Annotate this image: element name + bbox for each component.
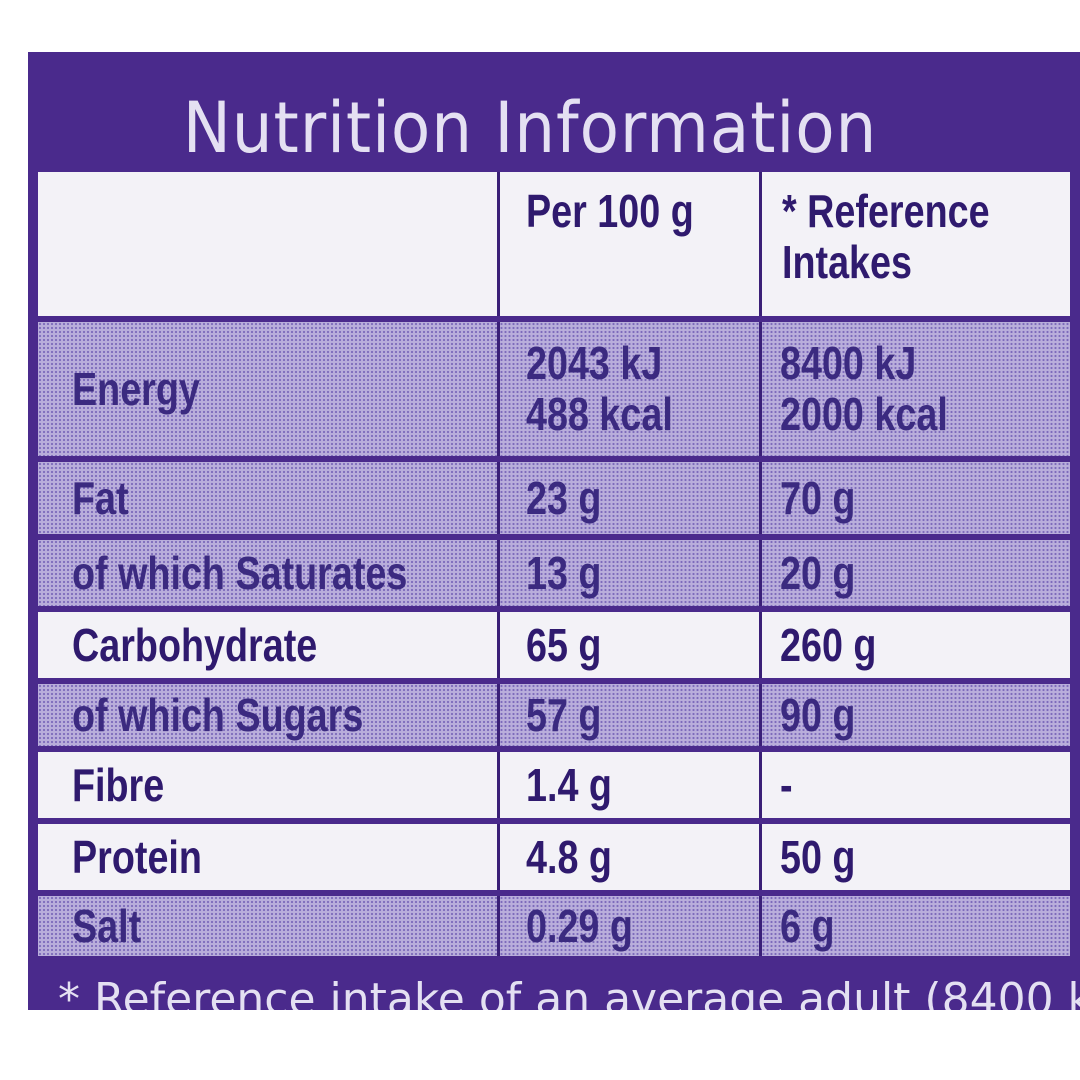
reference-footnote: * Reference intake of an average adult (… xyxy=(58,974,1080,1010)
row-per100-value: 2043 kJ 488 kcal xyxy=(496,316,760,459)
row-per100-value: 13 g xyxy=(496,534,760,609)
row-reference-value: 8400 kJ 2000 kcal xyxy=(758,316,1070,459)
table-row: Fat 23 g 70 g xyxy=(38,456,1070,537)
table-row: Fibre 1.4 g - xyxy=(38,746,1070,821)
nutrition-panel: Nutrition Information Per 100 g * Refere… xyxy=(28,52,1080,1010)
header-per-100g: Per 100 g xyxy=(496,172,760,319)
header-blank-cell xyxy=(38,172,498,319)
row-label: of which Sugars xyxy=(38,678,498,749)
table-header-row: Per 100 g * Reference Intakes xyxy=(38,172,1070,319)
table-row: Energy 2043 kJ 488 kcal 8400 kJ 2000 kca… xyxy=(38,316,1070,459)
row-reference-value: 70 g xyxy=(758,456,1070,537)
row-label: Fibre xyxy=(38,746,498,821)
row-per100-value: 23 g xyxy=(496,456,760,537)
row-label: of which Saturates xyxy=(38,534,498,609)
row-label: Fat xyxy=(38,456,498,537)
table-row: Salt 0.29 g 6 g xyxy=(38,890,1070,956)
row-reference-value: 20 g xyxy=(758,534,1070,609)
header-reference-intakes: * Reference Intakes xyxy=(758,172,1070,319)
row-label: Energy xyxy=(38,316,498,459)
row-reference-value: 50 g xyxy=(758,818,1070,893)
table-row: of which Sugars 57 g 90 g xyxy=(38,678,1070,749)
row-per100-value: 4.8 g xyxy=(496,818,760,893)
nutrition-table: Per 100 g * Reference Intakes Energy 204… xyxy=(38,172,1070,956)
row-reference-value: - xyxy=(758,746,1070,821)
row-per100-value: 0.29 g xyxy=(496,890,760,956)
row-per100-value: 65 g xyxy=(496,606,760,681)
row-per100-value: 1.4 g xyxy=(496,746,760,821)
panel-title: Nutrition Information xyxy=(182,87,878,169)
row-label: Salt xyxy=(38,890,498,956)
row-reference-value: 260 g xyxy=(758,606,1070,681)
row-label: Protein xyxy=(38,818,498,893)
row-per100-value: 57 g xyxy=(496,678,760,749)
table-row: of which Saturates 13 g 20 g xyxy=(38,534,1070,609)
row-reference-value: 90 g xyxy=(758,678,1070,749)
table-row: Protein 4.8 g 50 g xyxy=(38,818,1070,893)
row-reference-value: 6 g xyxy=(758,890,1070,956)
table-row: Carbohydrate 65 g 260 g xyxy=(38,606,1070,681)
row-label: Carbohydrate xyxy=(38,606,498,681)
